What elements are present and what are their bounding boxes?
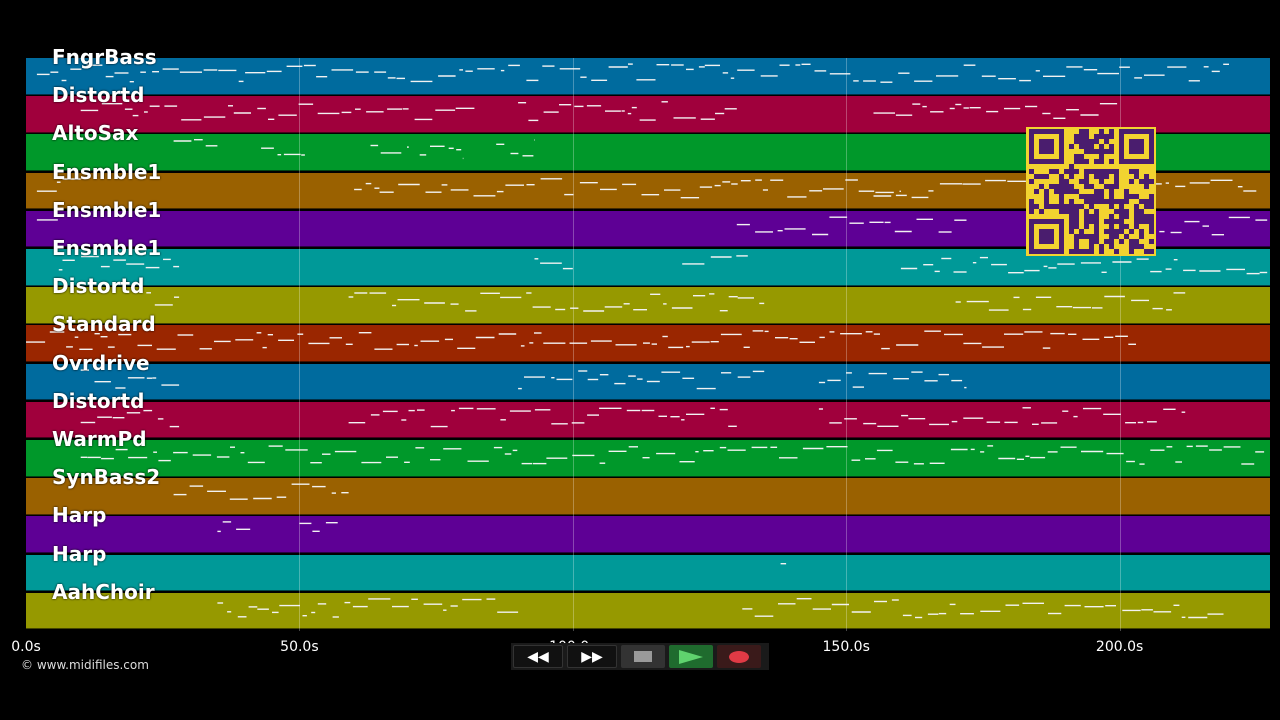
track-lane [26,401,1270,439]
track-label: Distortd [52,274,145,299]
track-notes [58,255,1268,275]
playback-controls: ◀◀ ▶▶ [511,643,769,670]
track-lane [26,554,1270,592]
track-notes [217,521,338,533]
track-notes [80,445,1265,465]
qr-code-image [1029,129,1154,254]
track-notes [780,562,787,564]
track-label: AltoSax [52,121,139,146]
rewind-button[interactable]: ◀◀ [513,645,563,668]
track-notes [80,406,1186,428]
record-button[interactable] [717,645,761,668]
track-notes [80,368,967,389]
track-label: Distortd [52,388,145,413]
track-label: Ensmble1 [52,236,162,260]
track-lane [26,478,1270,515]
track-lane [26,96,1270,133]
track-label: Ovrdrive [52,350,150,375]
time-tick-label: 50.0s [280,639,319,655]
track-notes [173,139,535,160]
track-label: Standard [52,312,156,337]
track-notes [80,101,1118,122]
track-label: Ensmble1 [52,197,162,222]
track-label: Distortd [52,83,145,108]
track-lane [26,58,1270,95]
time-gridline [572,58,574,631]
track-label: WarmPd [52,427,147,451]
track-label: Harp [52,503,107,528]
track-label: AahChoir [52,579,155,604]
time-gridline [846,58,848,631]
copyright-text: © www.midifiles.com [21,658,149,672]
track-lane [26,516,1270,553]
time-tick-label: 0.0s [11,639,41,655]
track-lane [26,287,1270,324]
track-lane [26,592,1270,630]
record-icon [729,650,749,663]
play-icon [679,649,703,664]
track-lane [26,325,1270,362]
track-lane [26,440,1270,477]
track-notes [26,330,1136,351]
time-tick-label: 200.0s [1095,639,1144,655]
track-label: Ensmble1 [52,159,162,184]
track-notes [36,216,1268,236]
time-gridline [299,58,301,631]
stop-button[interactable] [621,645,665,668]
track-label: SynBass2 [52,465,161,490]
track-label: FngrBass [52,45,157,69]
track-notes [217,597,1224,618]
fast-forward-icon: ▶▶ [581,648,603,665]
track-notes [36,63,1229,83]
track-notes [173,483,349,501]
time-gridline [1119,58,1121,631]
time-tick-label: 150.0s [822,639,870,655]
play-button[interactable] [669,645,713,668]
qr-code [1026,127,1156,256]
track-lane [26,363,1270,401]
track-notes [146,292,1186,312]
rewind-icon: ◀◀ [527,648,549,665]
track-label: Harp [52,541,107,566]
fast-forward-button[interactable]: ▶▶ [567,645,617,668]
stop-icon [634,651,652,662]
